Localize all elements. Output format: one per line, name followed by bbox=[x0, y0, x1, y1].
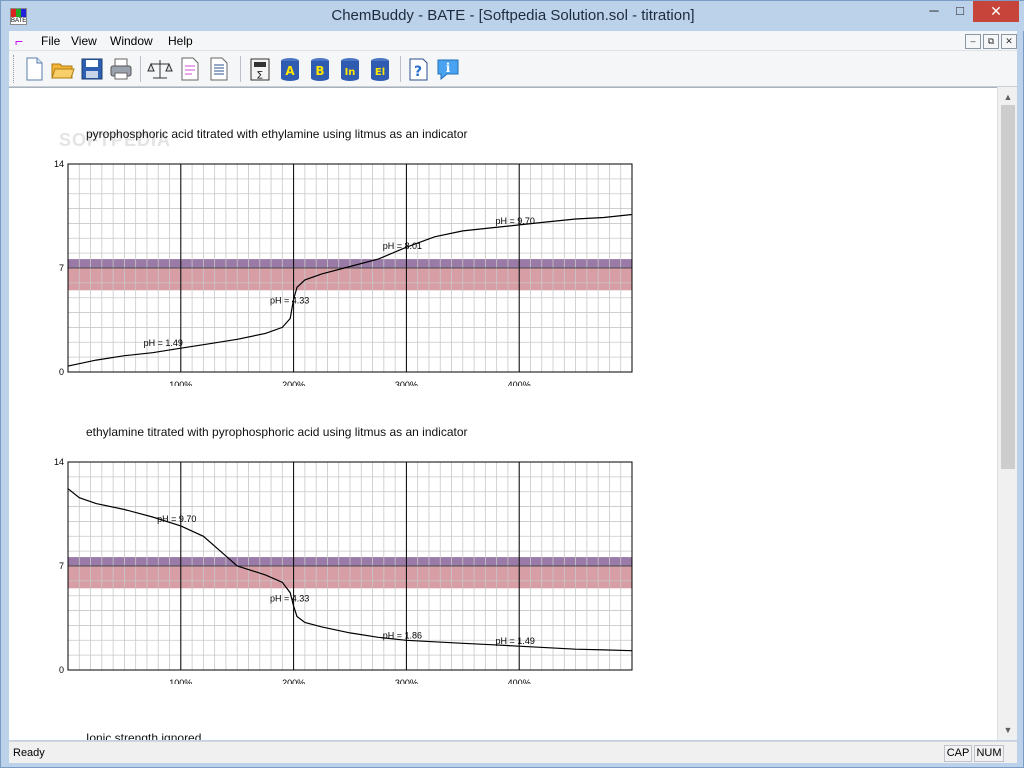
x-tick-label: 100% bbox=[169, 380, 192, 386]
menu-help[interactable]: Help bbox=[168, 34, 193, 48]
open-folder-icon[interactable] bbox=[50, 56, 76, 82]
x-tick-label: 100% bbox=[169, 678, 192, 684]
database-in-icon[interactable]: In bbox=[337, 56, 363, 82]
menu-file[interactable]: File bbox=[41, 34, 61, 48]
chart-1: 14 7 0 100% 200% 300% 400% pH = 1.49 pH = 4.33 pH… bbox=[49, 156, 649, 386]
mdi-controls: – ⧉ ✕ bbox=[963, 33, 1017, 49]
y-tick-label: 7 bbox=[59, 263, 64, 273]
caps-lock-indicator: CAP bbox=[944, 745, 972, 762]
menu-view[interactable]: View bbox=[71, 34, 97, 48]
calculator-icon[interactable]: ∑ bbox=[247, 56, 273, 82]
ph-annotation: pH = 9.70 bbox=[157, 514, 196, 524]
chart-2-svg: 14 7 0 100% 200% 300% 400% pH = 9.70 pH = 4.33 pH… bbox=[54, 457, 633, 684]
print-icon[interactable] bbox=[108, 56, 134, 82]
mdi-close-button[interactable]: ✕ bbox=[1001, 34, 1017, 49]
mdi-restore-button[interactable]: ⧉ bbox=[983, 34, 999, 49]
chart-2-title: ethylamine titrated with pyrophosphoric … bbox=[86, 425, 468, 439]
status-bar: Ready CAP NUM bbox=[9, 741, 1017, 763]
ph-annotation: pH = 8.01 bbox=[383, 241, 422, 251]
toolbar: ∑ A B In El ? i bbox=[9, 51, 1017, 87]
ph-annotation: pH = 1.49 bbox=[496, 636, 535, 646]
plot-border bbox=[67, 461, 633, 671]
maximize-button[interactable]: □ bbox=[956, 3, 964, 18]
svg-text:In: In bbox=[345, 67, 356, 78]
x-tick-label: 400% bbox=[508, 678, 531, 684]
y-tick-label: 0 bbox=[59, 367, 64, 377]
y-tick-label: 14 bbox=[54, 159, 64, 169]
scroll-thumb[interactable] bbox=[1001, 105, 1015, 469]
x-tick-label: 200% bbox=[282, 380, 305, 386]
document-list-icon[interactable] bbox=[206, 56, 232, 82]
x-tick-label: 200% bbox=[282, 678, 305, 684]
x-tick-label: 300% bbox=[395, 678, 418, 684]
status-text: Ready bbox=[13, 747, 45, 759]
ph-annotation: pH = 1.49 bbox=[144, 338, 183, 348]
new-file-icon[interactable] bbox=[21, 56, 47, 82]
scroll-down-button[interactable]: ▼ bbox=[1003, 725, 1013, 735]
chart-2: 14 7 0 100% 200% 300% 400% pH = 9.70 pH = 4.33 pH… bbox=[49, 454, 649, 684]
svg-text:B: B bbox=[315, 64, 324, 78]
watermark: SOFTPEDIA bbox=[59, 130, 172, 150]
title-bar[interactable]: BATE ChemBuddy - BATE - [Softpedia Solut… bbox=[1, 1, 1024, 31]
ph-annotation: pH = 4.33 bbox=[270, 296, 309, 306]
ph-annotation: pH = 1.86 bbox=[383, 630, 422, 640]
plot-border bbox=[67, 163, 633, 373]
mdi-child-icon[interactable]: ⌐ bbox=[15, 33, 24, 49]
database-b-icon[interactable]: B bbox=[307, 56, 333, 82]
num-lock-indicator: NUM bbox=[974, 745, 1004, 762]
menu-bar: ⌐ File View Window Help – ⧉ ✕ bbox=[9, 31, 1017, 51]
y-tick-label: 0 bbox=[59, 665, 64, 675]
x-tick-label: 300% bbox=[395, 380, 418, 386]
toolbar-separator bbox=[240, 56, 241, 82]
svg-text:El: El bbox=[375, 67, 385, 78]
menu-window[interactable]: Window bbox=[110, 34, 153, 48]
ph-annotation: pH = 4.33 bbox=[270, 594, 309, 604]
y-tick-label: 14 bbox=[54, 457, 64, 467]
mdi-minimize-button[interactable]: – bbox=[965, 34, 981, 49]
window-title: ChemBuddy - BATE - [Softpedia Solution.s… bbox=[331, 7, 695, 24]
x-tick-label: 400% bbox=[508, 380, 531, 386]
svg-text:i: i bbox=[446, 61, 451, 75]
database-el-icon[interactable]: El bbox=[367, 56, 393, 82]
ph-annotation: pH = 9.70 bbox=[496, 216, 535, 226]
toolbar-separator bbox=[140, 56, 141, 82]
svg-text:A: A bbox=[285, 64, 295, 78]
close-button[interactable]: ✕ bbox=[973, 1, 1019, 22]
scroll-up-button[interactable]: ▲ bbox=[1003, 92, 1013, 102]
titration-curve bbox=[67, 213, 633, 367]
database-a-icon[interactable]: A bbox=[277, 56, 303, 82]
y-tick-label: 7 bbox=[59, 561, 64, 571]
help-context-icon[interactable]: ? bbox=[406, 56, 432, 82]
footer-note: Ionic strength ignored bbox=[86, 731, 202, 740]
document-view[interactable]: SOFTPEDIA pyrophosphoric acid titrated w… bbox=[9, 87, 997, 740]
toolbar-separator bbox=[400, 56, 401, 82]
chart-1-title: pyrophosphoric acid titrated with ethyla… bbox=[86, 127, 468, 141]
balance-scale-icon[interactable] bbox=[147, 56, 173, 82]
toolbar-grip[interactable] bbox=[13, 55, 16, 83]
svg-text:?: ? bbox=[414, 64, 422, 80]
svg-text:∑: ∑ bbox=[257, 70, 263, 79]
save-disk-icon[interactable] bbox=[79, 56, 105, 82]
app-icon[interactable]: BATE bbox=[10, 8, 27, 25]
chart-1-svg: 14 7 0 100% 200% 300% 400% pH = 1.49 pH = 4.33 pH… bbox=[54, 159, 633, 386]
about-info-icon[interactable]: i bbox=[435, 56, 461, 82]
titration-curve bbox=[67, 488, 633, 652]
vertical-scrollbar[interactable]: ▲ ▼ bbox=[997, 87, 1017, 740]
document-pink-icon[interactable] bbox=[177, 56, 203, 82]
minimize-button[interactable]: ─ bbox=[929, 3, 939, 18]
